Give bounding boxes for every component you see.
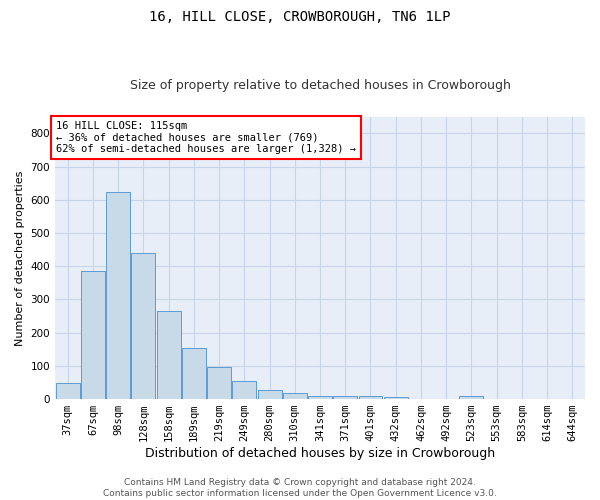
Bar (232, 382, 256, 399)
Text: 16, HILL CLOSE, CROWBOROUGH, TN6 1LP: 16, HILL CLOSE, CROWBOROUGH, TN6 1LP (149, 10, 451, 24)
Bar (157, 311, 181, 399)
Text: 16 HILL CLOSE: 115sqm
← 36% of detached houses are smaller (769)
62% of semi-det: 16 HILL CLOSE: 115sqm ← 36% of detached … (56, 121, 356, 154)
Text: Contains HM Land Registry data © Crown copyright and database right 2024.
Contai: Contains HM Land Registry data © Crown c… (103, 478, 497, 498)
Bar (182, 348, 206, 399)
Bar (131, 253, 155, 399)
Bar (106, 192, 130, 399)
Title: Size of property relative to detached houses in Crowborough: Size of property relative to detached ho… (130, 79, 511, 92)
Bar (333, 396, 357, 399)
Bar (308, 396, 332, 399)
Bar (384, 398, 408, 399)
Bar (257, 390, 281, 399)
Bar (359, 396, 382, 399)
X-axis label: Distribution of detached houses by size in Crowborough: Distribution of detached houses by size … (145, 447, 495, 460)
Y-axis label: Number of detached properties: Number of detached properties (15, 170, 25, 346)
Bar (207, 367, 231, 399)
Bar (460, 396, 484, 399)
Bar (81, 271, 105, 399)
Bar (283, 393, 307, 399)
Bar (56, 384, 80, 399)
